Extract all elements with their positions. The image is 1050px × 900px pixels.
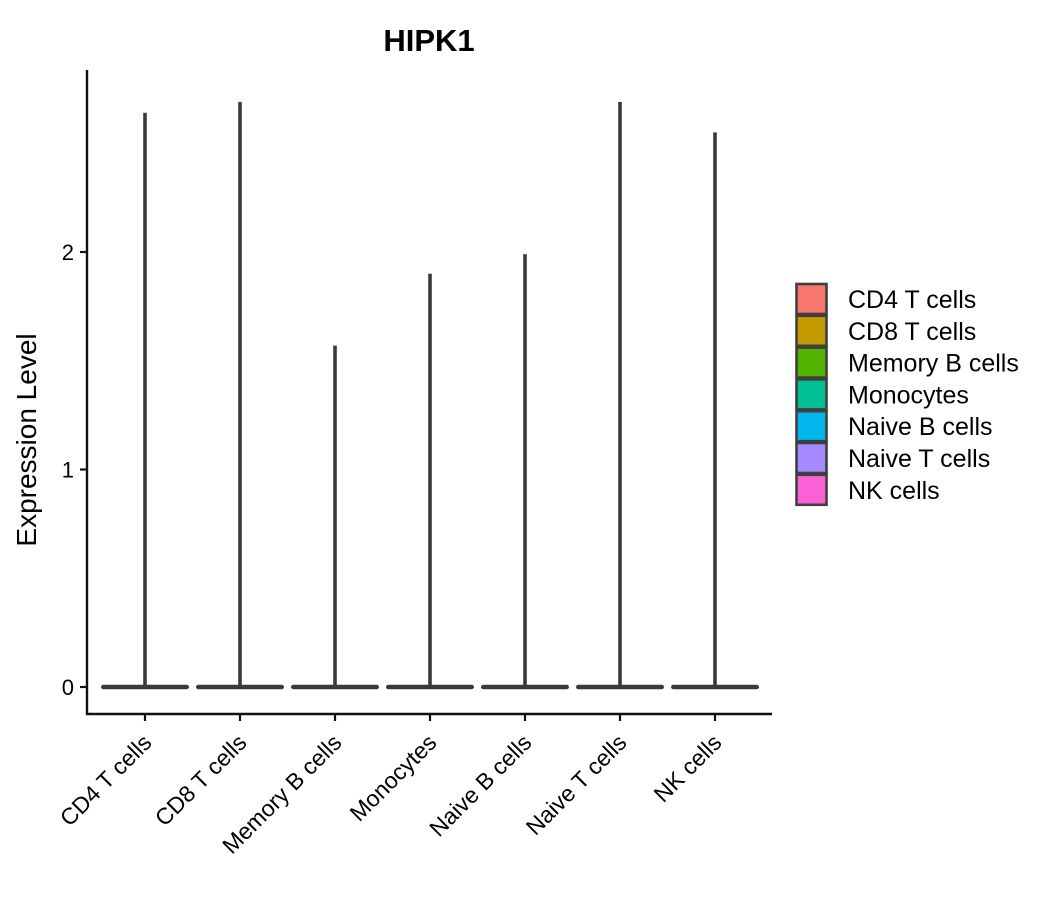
legend-key-naive-t-cells: [795, 441, 828, 475]
violin-memory-b-cells: [291, 345, 379, 690]
violin-spike: [618, 101, 622, 689]
legend-key-cd8-t-cells: [795, 314, 828, 348]
violin-monocytes: [386, 273, 474, 690]
legend-label: CD4 T cells: [848, 286, 976, 314]
x-tick-label: NK cells: [648, 729, 726, 807]
x-tick-label: Naive T cells: [521, 729, 632, 840]
violin-naive-t-cells: [576, 101, 664, 690]
chart-title: HIPK1: [383, 23, 474, 58]
legend-key-monocytes: [795, 378, 828, 411]
violin-nk-cells: [671, 132, 759, 690]
violin-spike: [333, 345, 337, 689]
legend: CD4 T cells CD8 T cells Memory B cells Mono…: [795, 282, 1019, 507]
legend-key-nk-cells: [795, 473, 828, 507]
legend-key-cd4-t-cells: [795, 282, 828, 316]
legend-label: Memory B cells: [848, 350, 1019, 378]
violin-spike: [238, 101, 242, 689]
legend-label: Monocytes: [848, 381, 969, 409]
violin-spike: [428, 273, 432, 689]
x-tick-label: CD8 T cells: [150, 729, 252, 831]
violin-spike: [143, 112, 147, 689]
legend-key-memory-b-cells: [795, 346, 828, 379]
violin-cd4-t-cells: [101, 112, 189, 690]
violin-group: [101, 101, 759, 690]
legend-label: NK cells: [848, 477, 940, 505]
legend-label: Naive T cells: [848, 445, 990, 473]
legend-key-naive-b-cells: [795, 409, 828, 443]
legend-label: CD8 T cells: [848, 318, 976, 346]
x-tick-label: Monocytes: [345, 729, 442, 826]
y-axis-label: Expression Level: [11, 333, 42, 546]
violin-naive-b-cells: [481, 254, 569, 690]
violin-spike: [523, 254, 527, 689]
violin-cd8-t-cells: [196, 101, 284, 690]
y-tick-label: 0: [62, 675, 74, 700]
x-tick-label: Naive B cells: [424, 729, 536, 841]
legend-label: Naive B cells: [848, 413, 993, 441]
violin-spike: [713, 132, 717, 689]
y-tick-label: 1: [62, 458, 74, 483]
x-tick-label: CD4 T cells: [55, 729, 157, 831]
y-tick-label: 2: [62, 240, 74, 265]
